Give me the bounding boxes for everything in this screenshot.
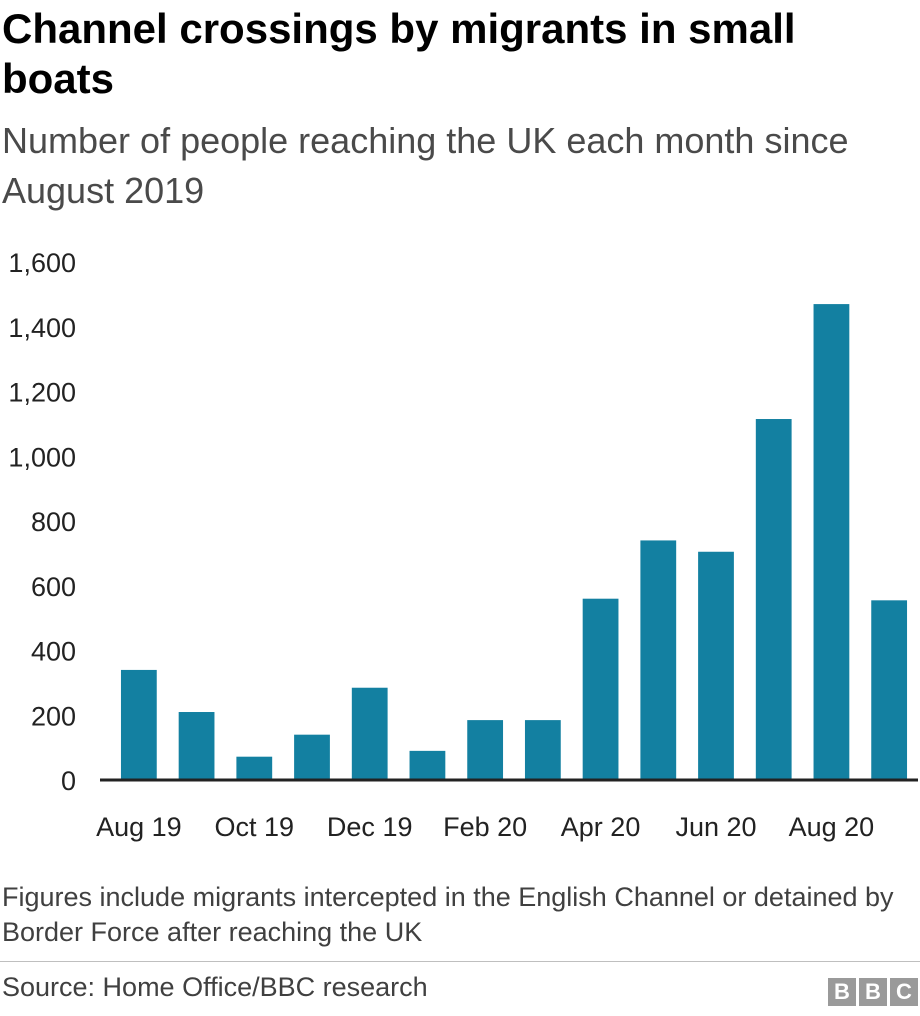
bar [524, 720, 561, 780]
x-tick-label: Apr 20 [561, 812, 641, 842]
bar [582, 598, 619, 780]
bar [120, 669, 157, 780]
source-text: Source: Home Office/BBC research [2, 972, 428, 1002]
logo-letter-c: C [890, 978, 918, 1006]
y-tick-label: 200 [31, 701, 76, 731]
bar [236, 756, 273, 780]
bar [755, 419, 792, 780]
bar [467, 720, 504, 780]
y-tick-label: 1,600 [8, 248, 76, 278]
x-tick-label: Feb 20 [443, 812, 527, 842]
y-tick-label: 0 [61, 766, 76, 796]
y-tick-label: 600 [31, 572, 76, 602]
x-tick-label: Jun 20 [675, 812, 756, 842]
y-tick-label: 1,000 [8, 442, 76, 472]
bar [178, 712, 215, 780]
bar [871, 600, 908, 780]
chart-note: Figures include migrants intercepted in … [2, 882, 894, 948]
bar [813, 304, 850, 780]
bar [640, 540, 677, 780]
y-tick-label: 800 [31, 507, 76, 537]
bar [351, 687, 388, 780]
footer-divider [0, 961, 920, 962]
x-tick-label: Aug 19 [96, 812, 182, 842]
chart-title: Channel crossings by migrants in small b… [2, 5, 796, 103]
x-tick-label: Dec 19 [327, 812, 413, 842]
bar [409, 750, 446, 780]
y-tick-label: 1,400 [8, 313, 76, 343]
chart-subtitle: Number of people reaching the UK each mo… [2, 120, 849, 212]
bar [294, 734, 330, 780]
bar [698, 551, 734, 780]
y-tick-label: 400 [31, 637, 76, 667]
logo-letter-b2: B [859, 978, 887, 1006]
logo-letter-b1: B [828, 978, 856, 1006]
bar-chart: 0 200 400 600 800 1,000 1,200 1,400 1,600 Aug 19 O… [8, 248, 918, 842]
y-tick-label: 1,200 [8, 378, 76, 408]
x-tick-label: Oct 19 [215, 812, 295, 842]
bbc-logo: B B C [828, 978, 918, 1006]
x-tick-label: Aug 20 [789, 812, 875, 842]
